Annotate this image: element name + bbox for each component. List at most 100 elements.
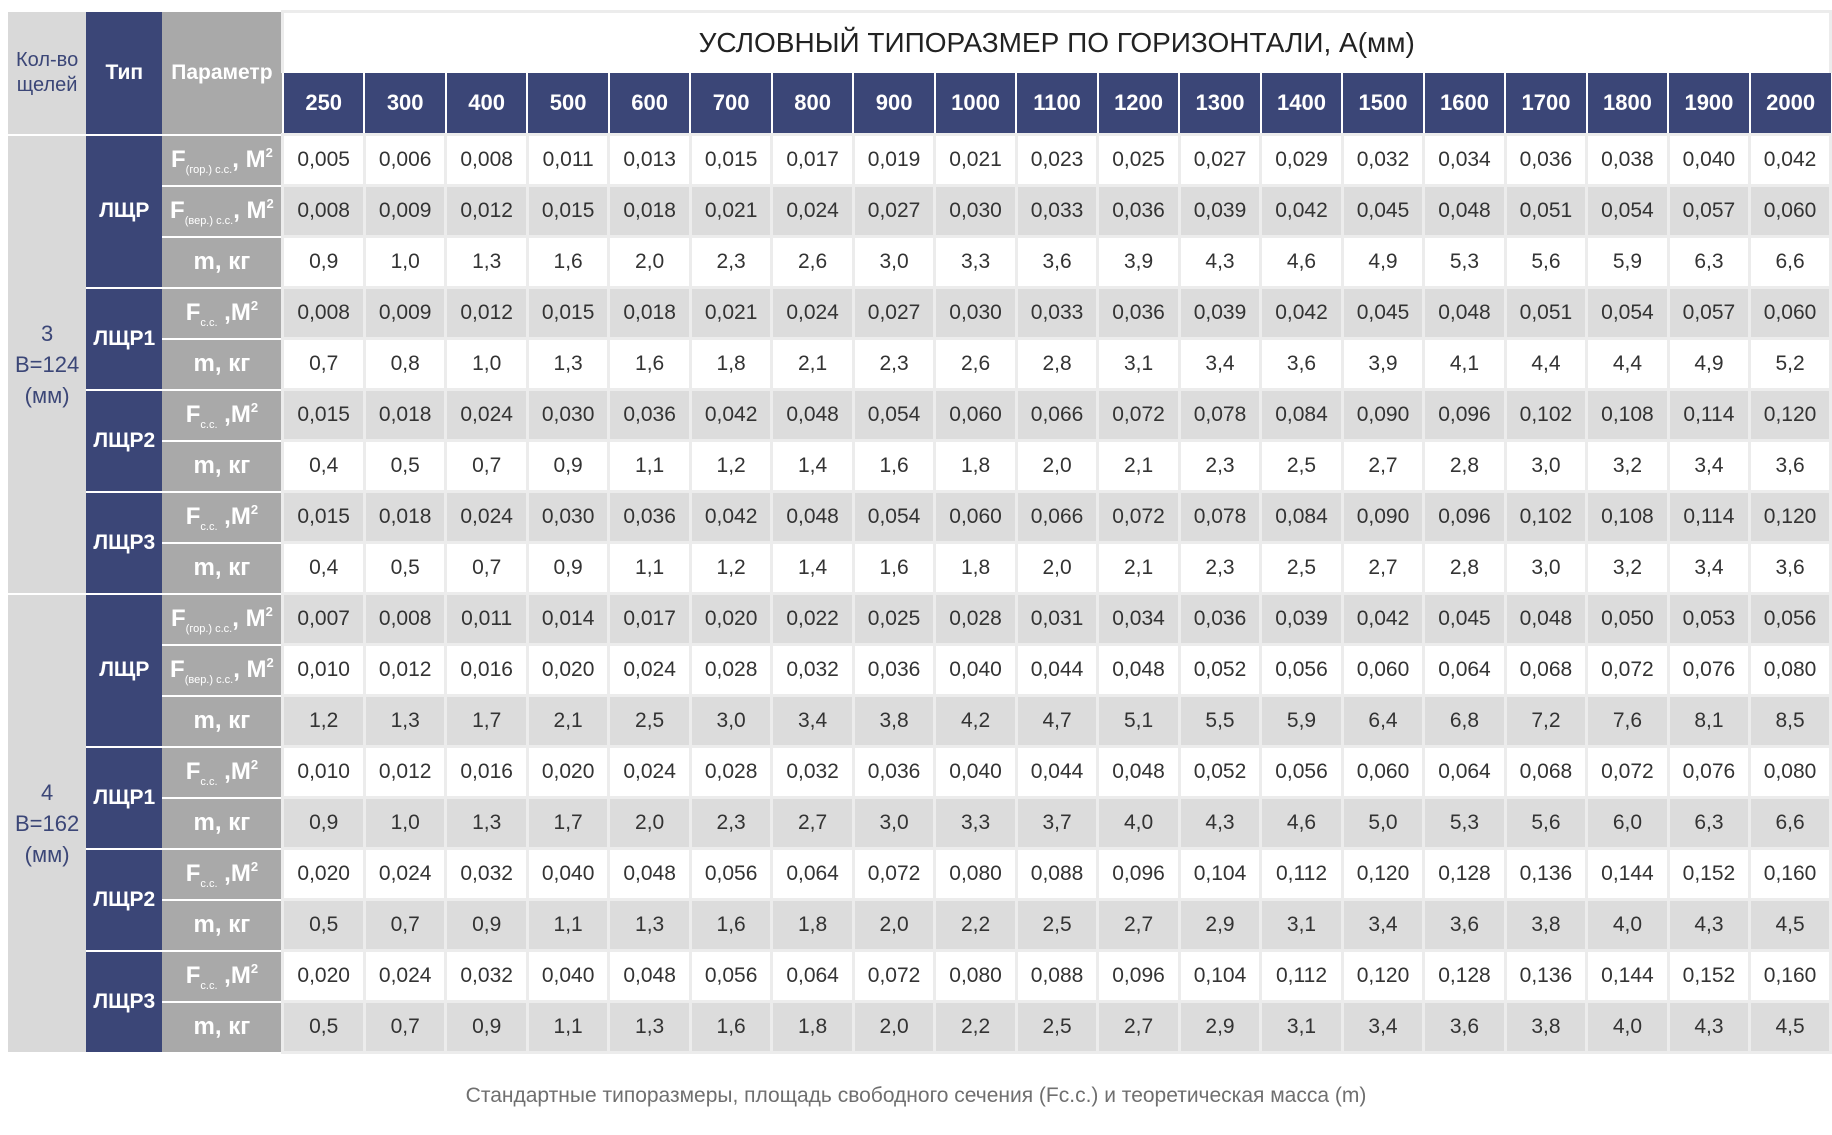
value-cell: 2,1	[525, 694, 611, 748]
value-cell: 3,4	[1666, 541, 1752, 595]
value-cell: 5,2	[1748, 337, 1832, 391]
value-cell: 2,2	[933, 898, 1018, 952]
value-cell: 2,7	[1096, 898, 1181, 952]
table-row: F(вер.) с.с., М2 0,008 0,009 0,012 0,015 0,01…	[8, 184, 1832, 238]
value-cell: 1,8	[933, 439, 1018, 493]
value-cell: 1,8	[770, 1000, 855, 1054]
value-cell: 0,048	[1096, 643, 1181, 697]
value-cell: 2,5	[1259, 541, 1344, 595]
value-cell: 0,144	[1585, 949, 1670, 1003]
value-cell: 0,045	[1340, 184, 1426, 238]
value-cell: 0,088	[1014, 949, 1100, 1003]
value-cell: 5,5	[1177, 694, 1263, 748]
value-cell: 0,066	[1014, 490, 1100, 544]
parameter-subscript: (вер.) с.с.	[184, 673, 234, 686]
value-cell: 0,152	[1666, 847, 1752, 901]
parameter-unit: , М	[233, 655, 267, 683]
parameter-unit: , М	[233, 196, 267, 224]
value-cell: 0,040	[933, 643, 1018, 697]
value-cell: 4,3	[1177, 235, 1263, 289]
value-cell: 5,3	[1422, 796, 1507, 850]
value-cell: 2,7	[1340, 439, 1426, 493]
value-cell: 1,0	[362, 235, 448, 289]
value-cell: 0,102	[1503, 388, 1589, 442]
value-cell: 2,3	[851, 337, 937, 391]
value-cell: 0,014	[525, 592, 611, 646]
value-cell: 1,3	[444, 796, 529, 850]
value-cell: 0,112	[1259, 847, 1344, 901]
value-cell: 0,8	[362, 337, 448, 391]
value-cell: 1,3	[444, 235, 529, 289]
table-row: ЛЩР2 Fс.с. ,М2 0,015 0,018 0,024 0,030 0,036 0,…	[8, 388, 1832, 493]
value-cell: 0,048	[1503, 592, 1589, 646]
value-cell: 3,6	[1748, 439, 1832, 493]
value-cell: 1,6	[607, 337, 692, 391]
value-cell: 0,032	[770, 745, 855, 799]
value-cell: 0,120	[1748, 388, 1832, 442]
type-cell: ЛЩР	[86, 593, 163, 748]
value-cell: 8,1	[1666, 694, 1752, 748]
value-cell: 0,068	[1503, 643, 1589, 697]
value-cell: 0,072	[1096, 388, 1181, 442]
value-cell: 2,1	[1096, 541, 1181, 595]
parameter-symbol: F	[185, 757, 201, 785]
value-cell: 0,007	[281, 592, 366, 646]
type-cell: ЛЩР2	[86, 848, 163, 952]
value-cell: 4,9	[1340, 235, 1426, 289]
value-cell: 0,030	[933, 184, 1018, 238]
parameter-cell: m, кг	[162, 1001, 283, 1054]
value-cell: 0,7	[281, 337, 366, 391]
size-header-1400: 1400	[1259, 73, 1343, 135]
parameter-cell: m, кг	[162, 899, 283, 952]
value-cell: 0,021	[688, 286, 774, 340]
parameter-symbol: F	[185, 961, 201, 989]
value-cell: 0,011	[444, 592, 529, 646]
value-cell: 0,040	[525, 949, 611, 1003]
size-header-300: 300	[363, 73, 446, 135]
value-cell: 3,9	[1340, 337, 1426, 391]
value-cell: 1,6	[851, 439, 937, 493]
value-cell: 0,056	[1259, 643, 1344, 697]
value-cell: 3,2	[1585, 541, 1670, 595]
value-cell: 4,4	[1585, 337, 1670, 391]
value-cell: 1,4	[770, 541, 855, 595]
value-cell: 3,7	[1014, 796, 1100, 850]
table-caption: Стандартные типоразмеры, площадь свободн…	[465, 1084, 1367, 1107]
value-cell: 0,128	[1422, 847, 1507, 901]
value-cell: 0,020	[525, 745, 611, 799]
value-cell: 0,024	[444, 490, 529, 544]
parameter-cell: Fс.с. ,М2	[162, 389, 283, 442]
table-row: m, кг 0,5 0,7 0,9 1,1 1,3 1,6 1,8 2,0 2,2 2,5 2,7 2,…	[8, 898, 1832, 952]
value-cell: 1,8	[770, 898, 855, 952]
parameter-symbol: F	[170, 655, 185, 683]
value-cell: 0,136	[1503, 949, 1589, 1003]
value-cell: 0,032	[1340, 133, 1426, 187]
size-header-2000: 2000	[1748, 73, 1831, 135]
parameter-symbol: F	[185, 859, 201, 887]
value-cell: 0,7	[444, 541, 529, 595]
value-cell: 1,7	[525, 796, 611, 850]
parameter-subscript: с.с.	[200, 775, 218, 788]
value-cell: 4,2	[933, 694, 1018, 748]
value-cell: 3,0	[688, 694, 774, 748]
type-cell: ЛЩР2	[86, 389, 163, 493]
value-cell: 0,048	[607, 847, 692, 901]
value-cell: 0,022	[770, 592, 855, 646]
value-cell: 0,096	[1096, 949, 1181, 1003]
value-cell: 0,080	[933, 847, 1018, 901]
value-cell: 0,152	[1666, 949, 1752, 1003]
value-cell: 0,160	[1748, 847, 1832, 901]
value-cell: 3,1	[1096, 337, 1181, 391]
value-cell: 0,096	[1422, 490, 1507, 544]
value-cell: 0,048	[1422, 184, 1507, 238]
value-cell: 0,7	[444, 439, 529, 493]
table-row: 3 В=124 (мм) ЛЩР F(гор.) с.с., М2 0,005 0,006 0…	[8, 133, 1832, 595]
value-cell: 0,120	[1340, 847, 1426, 901]
size-header-600: 600	[607, 73, 691, 135]
table-row: m, кг 0,5 0,7 0,9 1,1 1,3 1,6 1,8 2,0 2,2 2,5 2,7 2,…	[8, 1000, 1832, 1054]
value-cell: 0,128	[1422, 949, 1507, 1003]
value-cell: 0,033	[1014, 286, 1100, 340]
table-row: m, кг 0,7 0,8 1,0 1,3 1,6 1,8 2,1 2,3 2,6 2,8 3,1 3,…	[8, 337, 1832, 391]
value-cell: 2,9	[1177, 898, 1263, 952]
value-cell: 0,017	[770, 133, 855, 187]
